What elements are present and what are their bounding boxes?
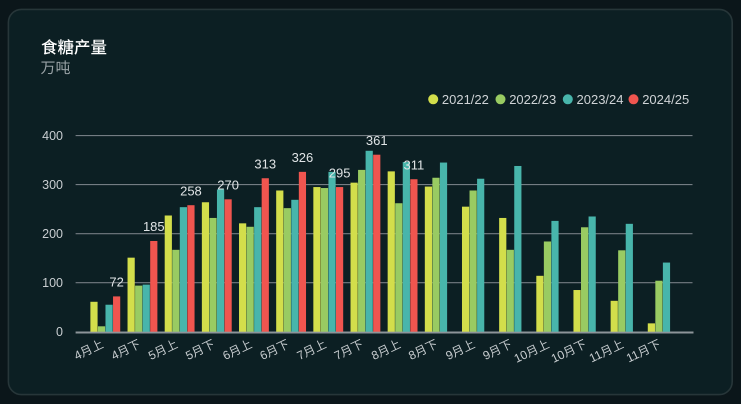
svg-text:2021/22: 2021/22 — [442, 92, 489, 107]
svg-text:10: 10 — [549, 347, 567, 366]
svg-text:313: 313 — [254, 156, 276, 171]
svg-text:100: 100 — [42, 276, 63, 290]
svg-text:400: 400 — [42, 129, 63, 143]
svg-text:270: 270 — [217, 178, 239, 193]
svg-text:0: 0 — [56, 325, 63, 339]
svg-text:300: 300 — [42, 178, 63, 192]
svg-text:185: 185 — [143, 219, 165, 234]
svg-text:200: 200 — [42, 227, 63, 241]
svg-text:311: 311 — [404, 157, 425, 172]
svg-text:295: 295 — [329, 165, 351, 180]
svg-text:11: 11 — [587, 347, 605, 365]
svg-text:11: 11 — [624, 347, 642, 365]
svg-text:258: 258 — [180, 183, 202, 198]
svg-text:361: 361 — [366, 133, 388, 148]
svg-text:2022/23: 2022/23 — [509, 92, 556, 107]
svg-text:326: 326 — [292, 150, 314, 165]
svg-text:2024/25: 2024/25 — [642, 92, 689, 107]
svg-text:10: 10 — [512, 347, 530, 366]
svg-text:72: 72 — [109, 275, 123, 290]
svg-text:2023/24: 2023/24 — [577, 92, 624, 107]
